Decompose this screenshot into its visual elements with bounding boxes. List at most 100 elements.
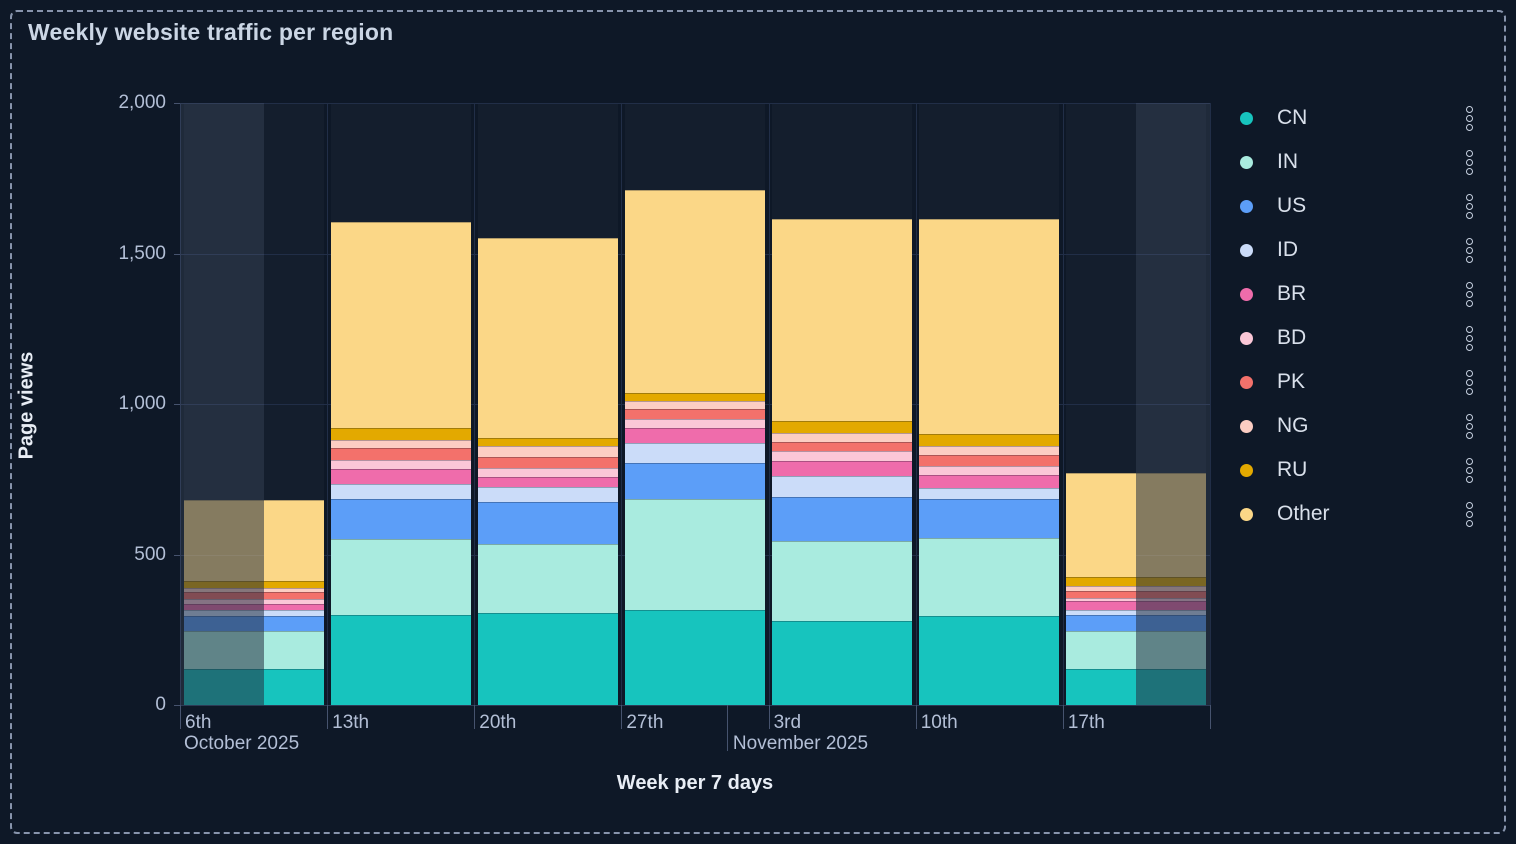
bar-segment-ru[interactable]: [330, 428, 471, 441]
bar-segment-cn[interactable]: [772, 620, 913, 705]
bar-segment-bd[interactable]: [1066, 598, 1137, 602]
bar-segment-pk[interactable]: [183, 592, 265, 599]
bar-segment-other[interactable]: [1066, 473, 1137, 578]
bar-segment-other[interactable]: [264, 499, 324, 581]
bar-segment-bd[interactable]: [624, 419, 766, 429]
bar-segment-in[interactable]: [1136, 631, 1207, 669]
bar-segment-in[interactable]: [1066, 631, 1137, 669]
legend-item-other[interactable]: Other: [1240, 498, 1478, 530]
bar-segment-id[interactable]: [477, 486, 618, 502]
bar-segment-us[interactable]: [183, 616, 265, 632]
bar-segment-us[interactable]: [772, 497, 913, 541]
bar-segment-id[interactable]: [330, 483, 471, 499]
bar-segment-in[interactable]: [624, 498, 766, 611]
bar-segment-us[interactable]: [264, 616, 324, 632]
bar-segment-cn[interactable]: [477, 613, 618, 705]
bar-segment-other[interactable]: [624, 190, 766, 394]
bar-segment-br[interactable]: [330, 468, 471, 484]
bar-segment-ng[interactable]: [624, 400, 766, 409]
bar-segment-id[interactable]: [1136, 610, 1207, 615]
bar-segment-in[interactable]: [330, 539, 471, 615]
kebab-menu-icon[interactable]: [1460, 149, 1478, 175]
legend-item-br[interactable]: BR: [1240, 278, 1478, 310]
bar-segment-ng[interactable]: [264, 587, 324, 593]
bar-segment-ng[interactable]: [772, 432, 913, 442]
kebab-menu-icon[interactable]: [1460, 105, 1478, 131]
bar-segment-bd[interactable]: [183, 598, 265, 605]
stacked-bar[interactable]: [264, 499, 324, 705]
bar-segment-ru[interactable]: [264, 581, 324, 588]
bar-segment-in[interactable]: [183, 631, 265, 669]
bar-segment-us[interactable]: [330, 498, 471, 540]
stacked-bar[interactable]: [183, 499, 265, 705]
bar-segment-br[interactable]: [919, 474, 1060, 489]
bar-segment-ru[interactable]: [919, 434, 1060, 447]
bar-segment-br[interactable]: [264, 604, 324, 611]
bar-segment-ru[interactable]: [624, 393, 766, 401]
bar-segment-br[interactable]: [772, 461, 913, 477]
bar-segment-bd[interactable]: [477, 467, 618, 477]
bar-segment-id[interactable]: [183, 610, 265, 617]
bar-segment-ng[interactable]: [477, 446, 618, 457]
stacked-bar[interactable]: [477, 238, 618, 705]
bar-segment-id[interactable]: [919, 488, 1060, 499]
stacked-bar[interactable]: [624, 190, 766, 705]
legend-item-pk[interactable]: PK: [1240, 366, 1478, 398]
bar-segment-ng[interactable]: [183, 587, 265, 593]
bar-segment-bd[interactable]: [330, 459, 471, 469]
bar-segment-pk[interactable]: [1066, 590, 1137, 599]
bar-segment-other[interactable]: [330, 221, 471, 429]
legend-item-cn[interactable]: CN: [1240, 102, 1478, 134]
kebab-menu-icon[interactable]: [1460, 501, 1478, 527]
kebab-menu-icon[interactable]: [1460, 193, 1478, 219]
kebab-menu-icon[interactable]: [1460, 413, 1478, 439]
bar-segment-cn[interactable]: [264, 668, 324, 705]
bar-segment-id[interactable]: [1066, 610, 1137, 615]
bar-segment-other[interactable]: [919, 218, 1060, 435]
stacked-bar[interactable]: [1136, 473, 1207, 705]
bar-segment-bd[interactable]: [919, 465, 1060, 475]
bar-segment-in[interactable]: [919, 537, 1060, 617]
bar-segment-us[interactable]: [1066, 614, 1137, 632]
kebab-menu-icon[interactable]: [1460, 237, 1478, 263]
kebab-menu-icon[interactable]: [1460, 369, 1478, 395]
bar-segment-id[interactable]: [264, 610, 324, 617]
bar-segment-br[interactable]: [1136, 601, 1207, 611]
bar-segment-bd[interactable]: [772, 450, 913, 462]
kebab-menu-icon[interactable]: [1460, 457, 1478, 483]
bar-segment-us[interactable]: [919, 498, 1060, 538]
bar-segment-other[interactable]: [183, 499, 265, 581]
bar-segment-other[interactable]: [1136, 473, 1207, 578]
bar-segment-ng[interactable]: [919, 446, 1060, 456]
stacked-bar[interactable]: [1066, 473, 1137, 705]
bar-segment-us[interactable]: [1136, 614, 1207, 632]
stacked-bar[interactable]: [772, 218, 913, 705]
legend-item-id[interactable]: ID: [1240, 234, 1478, 266]
bar-segment-pk[interactable]: [919, 455, 1060, 466]
bar-segment-bd[interactable]: [1136, 598, 1207, 602]
bar-segment-br[interactable]: [183, 604, 265, 611]
bar-segment-in[interactable]: [264, 631, 324, 669]
bar-segment-cn[interactable]: [919, 616, 1060, 705]
stacked-bar[interactable]: [330, 221, 471, 705]
bar-segment-us[interactable]: [477, 501, 618, 544]
bar-segment-ng[interactable]: [330, 440, 471, 448]
bar-segment-pk[interactable]: [477, 456, 618, 468]
bar-segment-ru[interactable]: [1066, 577, 1137, 587]
legend-item-ru[interactable]: RU: [1240, 454, 1478, 486]
bar-segment-other[interactable]: [477, 238, 618, 439]
bar-segment-ng[interactable]: [1066, 586, 1137, 591]
bar-segment-us[interactable]: [624, 462, 766, 499]
bar-segment-in[interactable]: [477, 543, 618, 614]
bar-segment-pk[interactable]: [264, 592, 324, 599]
bar-segment-ng[interactable]: [1136, 586, 1207, 591]
bar-segment-br[interactable]: [1066, 601, 1137, 611]
bar-segment-pk[interactable]: [330, 447, 471, 460]
bar-segment-pk[interactable]: [624, 408, 766, 420]
bar-segment-cn[interactable]: [1066, 668, 1137, 705]
bar-segment-cn[interactable]: [1136, 668, 1207, 705]
bar-segment-br[interactable]: [477, 476, 618, 487]
kebab-menu-icon[interactable]: [1460, 281, 1478, 307]
bar-segment-br[interactable]: [624, 428, 766, 444]
legend-item-in[interactable]: IN: [1240, 146, 1478, 178]
